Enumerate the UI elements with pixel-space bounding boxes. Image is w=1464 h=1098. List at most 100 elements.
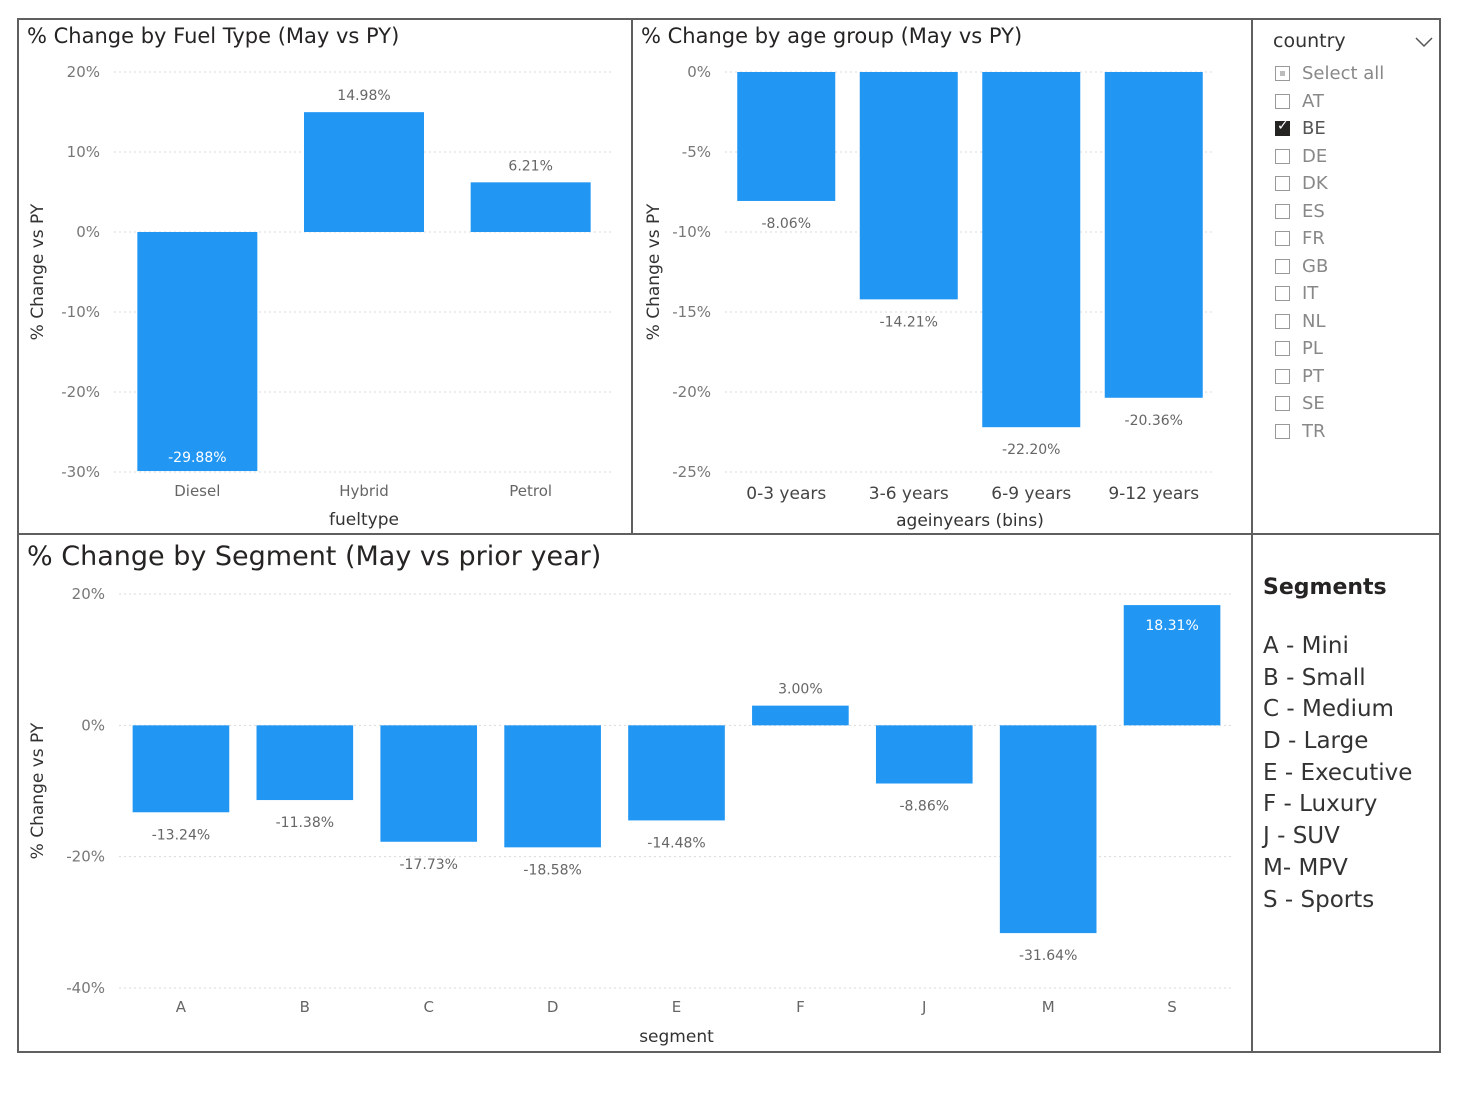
legend-item: E - Executive [1263,759,1413,786]
age-bar [1104,72,1203,398]
slicer-item-label: NL [1302,310,1326,332]
age-y-tick-label: -20% [672,383,711,401]
segment-category-label: D [547,998,559,1016]
fuel-bar [137,232,258,472]
legend-item: A - Mini [1263,633,1349,659]
segment-chart-panel: % Change by Segment (May vs prior year) … [17,533,1253,1053]
fuel-x-axis-title: fueltype [329,510,399,530]
checkbox-icon[interactable] [1275,258,1290,274]
slicer-item-label: AT [1302,90,1324,112]
segment-bar [875,725,973,784]
slicer-list: Select all AT BE DE DK ES FR GB IT NL PL PT SE TR [1275,60,1384,445]
fuel-y-tick-label: -30% [61,463,100,481]
slicer-item-pt[interactable]: PT [1275,363,1384,391]
checkbox-icon[interactable] [1275,93,1290,109]
segment-data-label: -11.38% [276,815,334,831]
age-data-label: -14.21% [880,314,938,330]
age-chart-svg: 0% -5% -10% -15% -20% -25% % Change vs PY -8.06… [644,63,1215,531]
checkbox-icon[interactable] [1275,203,1290,219]
checkbox-icon[interactable] [1275,231,1290,247]
legend-item: J - SUV [1263,823,1340,850]
slicer-item-label: FR [1302,228,1325,250]
fuel-category-label: Petrol [509,482,552,500]
legend-title: Segments [1263,575,1387,600]
slicer-item-tr[interactable]: TR [1275,418,1384,446]
slicer-item-label: ES [1302,200,1325,222]
slicer-item-fr[interactable]: FR [1275,225,1384,253]
segment-y-axis-title: % Change vs PY [28,722,48,859]
age-category-label: 9-12 years [1108,484,1199,504]
fuel-y-axis-title: % Change vs PY [28,203,48,340]
segment-data-label: -18.58% [523,862,581,878]
segment-category-label: F [796,998,805,1016]
segment-bar [132,725,230,813]
age-x-axis-title: ageinyears (bins) [896,511,1044,531]
chevron-down-icon[interactable] [1415,32,1433,51]
slicer-item-label: DK [1302,173,1328,195]
segment-category-label: S [1167,998,1177,1016]
segment-chart-title: % Change by Segment (May vs prior year) [27,541,602,572]
slicer-item-it[interactable]: IT [1275,280,1384,308]
age-y-tick-label: -15% [672,303,711,321]
slicer-item-de[interactable]: DE [1275,143,1384,171]
age-bar [859,72,958,300]
slicer-item-label: PT [1302,365,1324,387]
checkbox-icon[interactable] [1275,66,1290,82]
segment-bar [999,725,1097,934]
checkbox-icon[interactable] [1275,118,1290,137]
legend-item: F - Luxury [1263,791,1378,818]
segment-category-label: J [921,998,926,1016]
segment-bar [1123,605,1221,726]
segment-bar [380,725,478,842]
legend-item: C - Medium [1263,696,1394,723]
slicer-item-select-all[interactable]: Select all [1275,60,1384,88]
age-category-label: 6-9 years [991,484,1071,504]
age-group-chart-panel: % Change by age group (May vs PY) 0% -5% -… [631,18,1253,535]
age-bar [737,72,836,201]
segment-category-label: B [300,998,310,1016]
checkbox-icon[interactable] [1275,341,1290,357]
fuel-chart-title: % Change by Fuel Type (May vs PY) [27,24,400,48]
segment-category-label: E [672,998,681,1016]
segment-data-label: -31.64% [1019,948,1077,964]
slicer-item-gb[interactable]: GB [1275,253,1384,281]
slicer-item-label: PL [1302,338,1323,360]
segment-category-label: M [1042,998,1055,1016]
checkbox-icon[interactable] [1275,286,1290,302]
slicer-item-se[interactable]: SE [1275,390,1384,418]
slicer-item-label: BE [1302,118,1326,140]
slicer-item-be[interactable]: BE [1275,115,1384,143]
age-y-tick-label: 0% [687,63,711,81]
segment-data-label: -17.73% [400,857,458,873]
segment-y-tick-label: 0% [81,716,105,734]
checkbox-icon[interactable] [1275,368,1290,384]
segment-data-label: -8.86% [900,799,950,815]
slicer-item-pl[interactable]: PL [1275,335,1384,363]
segment-chart-svg: 20% 0% -20% -40% % Change vs PY -13.24% A -11.3… [28,585,1234,1047]
segment-x-axis-title: segment [639,1027,714,1047]
checkbox-icon[interactable] [1275,396,1290,412]
age-y-tick-label: -5% [682,143,711,161]
age-category-label: 0-3 years [746,484,826,504]
segment-bar [752,705,849,726]
slicer-item-nl[interactable]: NL [1275,308,1384,336]
age-y-tick-label: -25% [672,463,711,481]
slicer-item-es[interactable]: ES [1275,198,1384,226]
age-data-label: -20.36% [1125,413,1183,429]
checkbox-icon[interactable] [1275,148,1290,164]
slicer-item-dk[interactable]: DK [1275,170,1384,198]
country-slicer-panel: country Select all AT BE DE DK ES FR GB IT NL PL PT… [1251,18,1441,535]
slicer-title: country [1273,30,1346,52]
slicer-header[interactable]: country [1273,30,1433,52]
checkbox-icon[interactable] [1275,176,1290,192]
checkbox-icon[interactable] [1275,423,1290,439]
slicer-item-at[interactable]: AT [1275,88,1384,116]
age-y-axis-title: % Change vs PY [644,203,664,340]
fuel-y-tick-label: 20% [67,63,100,81]
segment-data-label: -13.24% [152,827,210,843]
legend-item: M- MPV [1263,854,1348,881]
fuel-y-tick-label: 0% [76,223,100,241]
slicer-item-label: DE [1302,145,1328,167]
fuel-data-label: 6.21% [508,158,552,174]
checkbox-icon[interactable] [1275,313,1290,329]
